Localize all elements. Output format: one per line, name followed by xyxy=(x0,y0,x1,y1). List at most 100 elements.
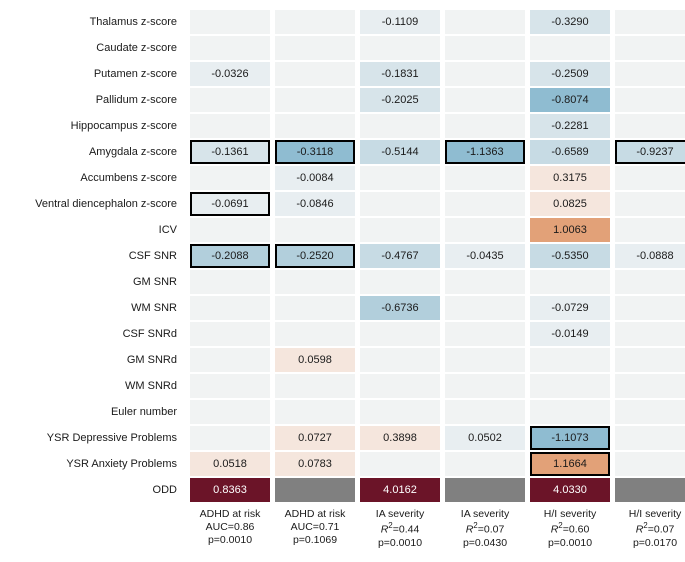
heatmap-cell: 0.0825 xyxy=(530,192,610,216)
heatmap-cell: -0.4767 xyxy=(360,244,440,268)
row-label: CSF SNRd xyxy=(10,322,185,346)
heatmap-cell: -0.6589 xyxy=(530,140,610,164)
heatmap-cell: 4.0330 xyxy=(530,478,610,502)
heatmap-cell-empty xyxy=(445,400,525,424)
heatmap-cell-empty xyxy=(615,322,685,346)
heatmap-cell-empty xyxy=(360,218,440,242)
heatmap-cell-empty xyxy=(615,348,685,372)
heatmap-cell: 0.0518 xyxy=(190,452,270,476)
heatmap-cell: -0.2088 xyxy=(190,244,270,268)
row-label: WM SNR xyxy=(10,296,185,320)
row-label: Pallidum z-score xyxy=(10,88,185,112)
heatmap-cell: -0.0084 xyxy=(275,166,355,190)
row-label: YSR Depressive Problems xyxy=(10,426,185,450)
heatmap-cell-empty xyxy=(275,218,355,242)
heatmap-cell: -1.1363 xyxy=(445,140,525,164)
row-label: Putamen z-score xyxy=(10,62,185,86)
heatmap-cell-empty xyxy=(530,400,610,424)
heatmap-cell: 0.3898 xyxy=(360,426,440,450)
heatmap-cell-empty xyxy=(360,166,440,190)
row-label: Ventral diencephalon z-score xyxy=(10,192,185,216)
heatmap-cell-empty xyxy=(190,36,270,60)
heatmap-cell-empty xyxy=(615,192,685,216)
heatmap-cell-empty xyxy=(615,374,685,398)
heatmap-cell-empty xyxy=(190,88,270,112)
column-header: H/I severityR2=0.07p=0.0170 xyxy=(615,504,685,552)
heatmap-cell: 0.0502 xyxy=(445,426,525,450)
heatmap-cell-empty xyxy=(615,88,685,112)
heatmap-cell-empty xyxy=(445,322,525,346)
heatmap-cell-empty xyxy=(530,348,610,372)
heatmap-cell-empty xyxy=(275,62,355,86)
heatmap-cell-empty xyxy=(360,400,440,424)
heatmap-cell-empty xyxy=(615,296,685,320)
heatmap-cell: -0.3118 xyxy=(275,140,355,164)
heatmap-cell-empty xyxy=(190,426,270,450)
heatmap-grid: Thalamus z-score-0.1109-0.3290Caudate z-… xyxy=(10,10,675,552)
heatmap-cell-empty xyxy=(190,296,270,320)
heatmap-cell-empty xyxy=(445,218,525,242)
heatmap-cell-empty xyxy=(360,36,440,60)
heatmap-cell-empty xyxy=(190,374,270,398)
heatmap-cell-empty xyxy=(360,270,440,294)
heatmap-cell: 1.1664 xyxy=(530,452,610,476)
heatmap-cell: -0.2281 xyxy=(530,114,610,138)
row-label: GM SNR xyxy=(10,270,185,294)
heatmap-cell: -0.9237 xyxy=(615,140,685,164)
heatmap-cell-empty xyxy=(615,62,685,86)
heatmap-cell: -0.2509 xyxy=(530,62,610,86)
heatmap-cell-empty xyxy=(275,400,355,424)
heatmap-cell: -0.0435 xyxy=(445,244,525,268)
heatmap-cell: 0.0727 xyxy=(275,426,355,450)
row-label: Caudate z-score xyxy=(10,36,185,60)
heatmap-cell-empty xyxy=(445,348,525,372)
heatmap-cell-empty xyxy=(360,374,440,398)
heatmap-cell: -0.0691 xyxy=(190,192,270,216)
row-label: ODD xyxy=(10,478,185,502)
heatmap-cell-empty xyxy=(615,166,685,190)
heatmap-cell-empty xyxy=(445,114,525,138)
heatmap-cell: -0.0326 xyxy=(190,62,270,86)
heatmap-cell: 0.0783 xyxy=(275,452,355,476)
heatmap-cell: -0.5350 xyxy=(530,244,610,268)
header-spacer xyxy=(10,504,185,552)
row-label: Accumbens z-score xyxy=(10,166,185,190)
row-label: GM SNRd xyxy=(10,348,185,372)
row-label: Thalamus z-score xyxy=(10,10,185,34)
heatmap-cell: -0.8074 xyxy=(530,88,610,112)
heatmap-cell-empty xyxy=(445,296,525,320)
heatmap-cell-empty xyxy=(615,452,685,476)
heatmap-cell: -0.6736 xyxy=(360,296,440,320)
heatmap-cell: -0.0846 xyxy=(275,192,355,216)
heatmap-cell-empty xyxy=(615,400,685,424)
heatmap-cell-empty xyxy=(445,62,525,86)
row-label: Amygdala z-score xyxy=(10,140,185,164)
heatmap-cell-empty xyxy=(275,478,355,502)
heatmap-cell: 0.8363 xyxy=(190,478,270,502)
heatmap-cell-empty xyxy=(190,270,270,294)
heatmap-cell-empty xyxy=(530,270,610,294)
column-header: H/I severityR2=0.60p=0.0010 xyxy=(530,504,610,552)
heatmap-cell-empty xyxy=(275,36,355,60)
heatmap-cell: -0.1109 xyxy=(360,10,440,34)
heatmap-cell-empty xyxy=(445,10,525,34)
heatmap-cell-empty xyxy=(275,114,355,138)
heatmap-cell-empty xyxy=(615,36,685,60)
heatmap-cell-empty xyxy=(530,36,610,60)
heatmap-cell-empty xyxy=(275,296,355,320)
heatmap-cell: 0.3175 xyxy=(530,166,610,190)
heatmap-cell-empty xyxy=(275,322,355,346)
heatmap-cell-empty xyxy=(615,478,685,502)
heatmap-cell-empty xyxy=(615,10,685,34)
heatmap-cell: 1.0063 xyxy=(530,218,610,242)
heatmap-cell-empty xyxy=(360,322,440,346)
heatmap-cell: -0.2520 xyxy=(275,244,355,268)
heatmap-cell: -0.0888 xyxy=(615,244,685,268)
heatmap-cell-empty xyxy=(445,478,525,502)
heatmap-cell-empty xyxy=(445,374,525,398)
heatmap-cell-empty xyxy=(445,166,525,190)
heatmap-cell-empty xyxy=(615,270,685,294)
heatmap-cell-empty xyxy=(275,374,355,398)
heatmap-cell-empty xyxy=(360,348,440,372)
heatmap-cell-empty xyxy=(275,270,355,294)
